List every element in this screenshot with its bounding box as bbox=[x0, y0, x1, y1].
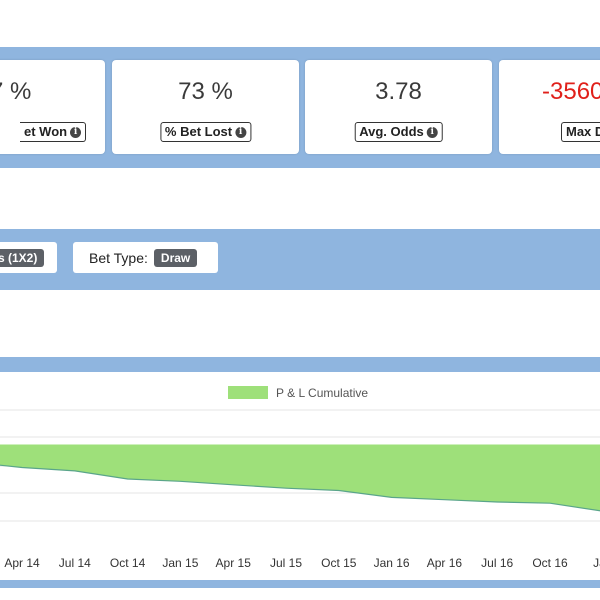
stat-label[interactable]: Max D bbox=[561, 122, 600, 142]
pl-line bbox=[0, 464, 600, 512]
stat-label-text: % Bet Lost bbox=[164, 124, 233, 139]
bet-type-tag: Draw bbox=[153, 248, 198, 267]
stat-card-drawdown: -3560 Max D bbox=[499, 60, 600, 154]
x-tick-label: Jul 15 bbox=[270, 556, 302, 570]
x-tick-label: Jan 15 bbox=[162, 556, 198, 570]
stat-label[interactable]: Avg. Odds i bbox=[354, 122, 443, 142]
pl-chart: P & L Cumulative Apr 14 Jul 14 Oct 14 Jan 1… bbox=[0, 372, 600, 580]
info-icon[interactable]: i bbox=[235, 126, 247, 138]
x-tick-label: Apr 14 bbox=[4, 556, 40, 570]
bet-type-filter[interactable]: Bet Type: Draw bbox=[73, 242, 218, 273]
stat-label-text: Max D bbox=[566, 124, 600, 139]
x-tick-label: Apr 15 bbox=[216, 556, 252, 570]
stat-value: 3.78 bbox=[375, 78, 422, 105]
bet-type-label: Bet Type: bbox=[89, 249, 148, 266]
stat-label[interactable]: et Won i bbox=[20, 122, 87, 142]
x-tick-label: Jan 16 bbox=[374, 556, 410, 570]
pl-area bbox=[0, 444, 600, 512]
stat-card-lost: 73 % % Bet Lost i bbox=[112, 60, 299, 154]
stat-label-text: et Won bbox=[24, 124, 68, 139]
x-tick-label: Apr 16 bbox=[427, 556, 463, 570]
market-filter[interactable]: s (1X2) bbox=[0, 242, 57, 273]
stat-card-won: 7 % et Won i bbox=[0, 60, 105, 154]
info-icon[interactable]: i bbox=[70, 126, 82, 138]
legend-swatch[interactable] bbox=[228, 386, 268, 399]
stat-value: -3560 bbox=[542, 78, 600, 105]
x-tick-label: Jul 14 bbox=[59, 556, 91, 570]
market-tag: s (1X2) bbox=[0, 248, 45, 267]
x-tick-label: Oct 16 bbox=[532, 556, 568, 570]
x-tick-label: Jan bbox=[593, 556, 600, 570]
stat-value: 73 % bbox=[178, 78, 233, 105]
stat-card-odds: 3.78 Avg. Odds i bbox=[305, 60, 492, 154]
stat-value: 7 % bbox=[0, 78, 32, 105]
x-tick-label: Oct 15 bbox=[321, 556, 357, 570]
pl-chart-svg: P & L Cumulative Apr 14 Jul 14 Oct 14 Jan 1… bbox=[0, 386, 600, 570]
stat-label[interactable]: % Bet Lost i bbox=[159, 122, 252, 142]
x-tick-label: Jul 16 bbox=[481, 556, 513, 570]
stat-label-text: Avg. Odds bbox=[359, 124, 424, 139]
x-tick-label: Oct 14 bbox=[110, 556, 146, 570]
legend-label[interactable]: P & L Cumulative bbox=[276, 386, 368, 400]
info-icon[interactable]: i bbox=[426, 126, 438, 138]
